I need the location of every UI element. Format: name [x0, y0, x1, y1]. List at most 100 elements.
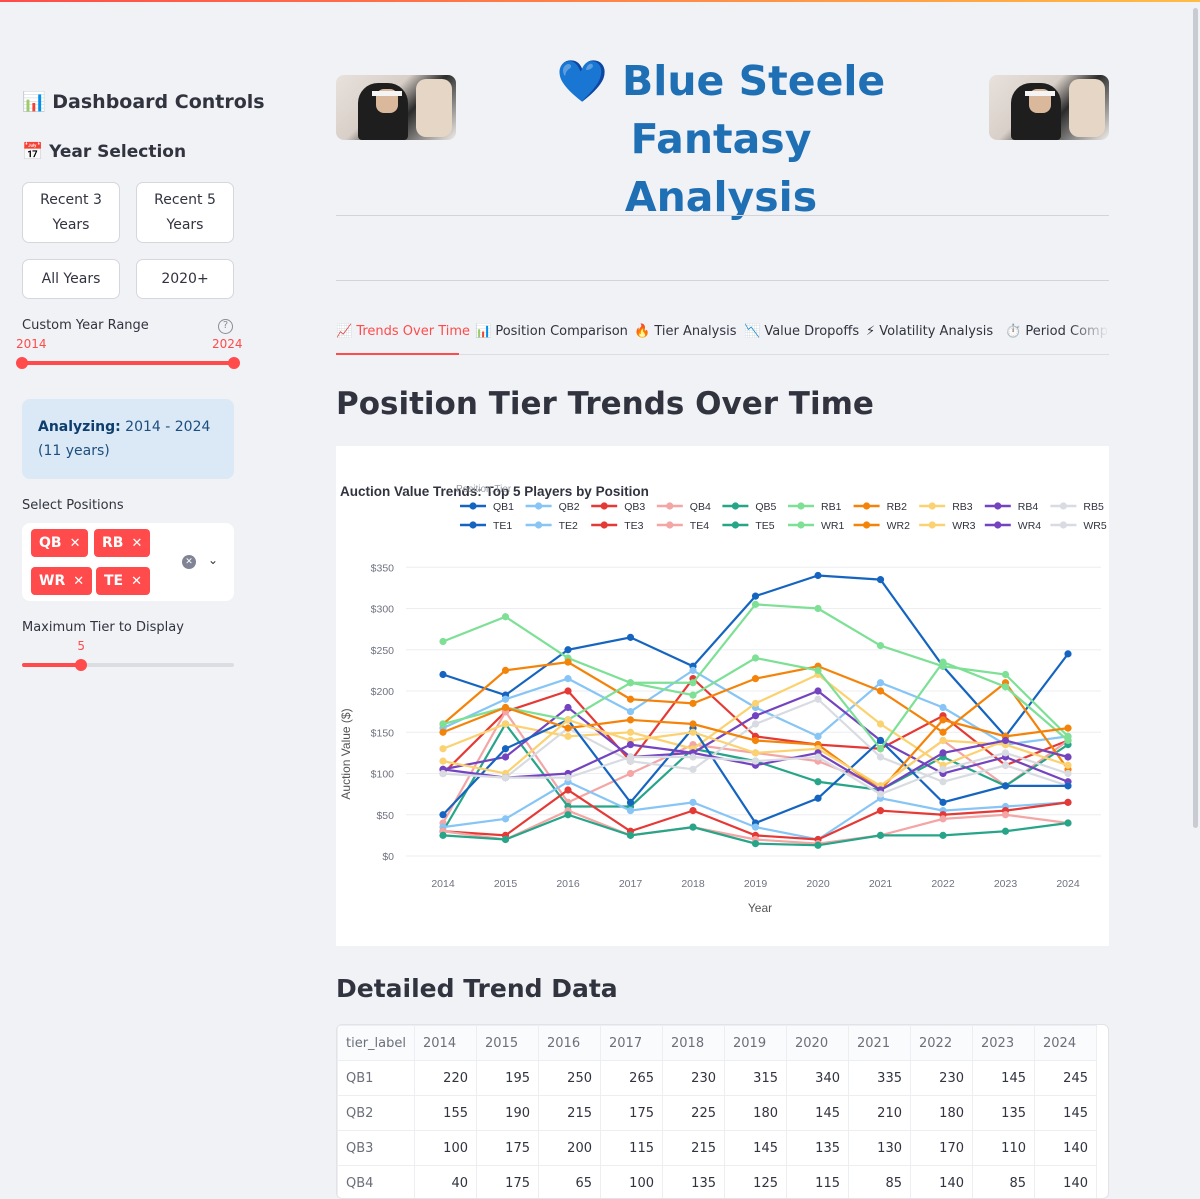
data-point[interactable]: [814, 841, 822, 849]
data-point[interactable]: [1001, 749, 1010, 757]
table-column-header[interactable]: 2021: [848, 1025, 911, 1061]
data-point[interactable]: [751, 823, 760, 831]
series-rb3[interactable]: [439, 670, 1072, 769]
data-point[interactable]: [1001, 782, 1010, 790]
help-icon[interactable]: ?: [218, 319, 233, 334]
range-max-handle[interactable]: [228, 357, 240, 369]
table-column-header[interactable]: 2019: [724, 1025, 787, 1061]
data-point[interactable]: [626, 769, 635, 778]
data-point[interactable]: [626, 708, 635, 716]
data-point[interactable]: [564, 646, 572, 654]
table-column-header[interactable]: 2024: [1034, 1025, 1097, 1061]
data-point[interactable]: [689, 728, 697, 736]
data-point[interactable]: [876, 576, 885, 584]
data-point[interactable]: [751, 840, 760, 848]
data-point[interactable]: [564, 716, 572, 724]
data-point[interactable]: [814, 687, 822, 695]
data-point[interactable]: [439, 720, 447, 728]
series-wr2[interactable]: [439, 703, 1072, 794]
legend-item-rb4[interactable]: RB4: [984, 501, 1039, 513]
legend-item-rb3[interactable]: RB3: [919, 501, 973, 513]
data-point[interactable]: [1064, 650, 1072, 658]
data-point[interactable]: [876, 790, 885, 798]
data-point[interactable]: [939, 815, 947, 823]
legend-item-rb2[interactable]: RB2: [853, 501, 908, 513]
table-column-header[interactable]: 2018: [662, 1025, 725, 1061]
trend-chart[interactable]: Auction Value Trends: Top 5 Players by P…: [336, 446, 1109, 946]
data-point[interactable]: [814, 778, 822, 786]
data-point[interactable]: [814, 571, 822, 580]
data-point[interactable]: [1001, 827, 1010, 835]
recent-3-years-button[interactable]: Recent 3 Years: [22, 182, 120, 243]
page-scrollbar[interactable]: [1193, 8, 1198, 828]
data-point[interactable]: [751, 600, 760, 608]
data-point[interactable]: [564, 675, 572, 683]
data-point[interactable]: [564, 786, 572, 794]
positions-multiselect[interactable]: QB ✕ RB ✕ WR ✕ TE ✕ ✕ ⌄: [22, 523, 234, 601]
data-point[interactable]: [439, 670, 447, 679]
data-point[interactable]: [439, 745, 447, 753]
legend-item-te4[interactable]: TE4: [656, 520, 709, 532]
table-column-header[interactable]: 2014: [414, 1025, 477, 1061]
data-point[interactable]: [751, 720, 760, 728]
data-point[interactable]: [1001, 683, 1010, 691]
data-point[interactable]: [564, 658, 572, 666]
data-point[interactable]: [1001, 670, 1010, 679]
data-point[interactable]: [939, 728, 947, 736]
table-column-header[interactable]: 2015: [476, 1025, 539, 1061]
trend-data-table[interactable]: tier_label 2014 2015 2016 2017 2018 2019 2020 20…: [336, 1024, 1109, 1199]
data-point[interactable]: [1064, 819, 1072, 827]
year-range-track[interactable]: [22, 361, 234, 365]
data-point[interactable]: [501, 666, 510, 674]
table-column-header[interactable]: 2017: [600, 1025, 663, 1061]
data-point[interactable]: [1064, 724, 1072, 732]
data-point[interactable]: [439, 811, 447, 819]
legend-item-wr1[interactable]: WR1: [788, 520, 844, 532]
data-point[interactable]: [751, 749, 760, 757]
max-tier-handle[interactable]: [75, 659, 88, 671]
data-point[interactable]: [501, 753, 510, 761]
data-point[interactable]: [626, 716, 635, 724]
data-point[interactable]: [564, 811, 572, 819]
legend-item-qb4[interactable]: QB4: [656, 501, 711, 513]
tab-position-comparison[interactable]: 📊 Position Comparison: [475, 324, 628, 339]
data-point[interactable]: [1064, 736, 1072, 745]
legend-item-qb3[interactable]: QB3: [591, 501, 645, 513]
data-point[interactable]: [626, 695, 635, 703]
data-point[interactable]: [1001, 811, 1010, 819]
data-point[interactable]: [876, 753, 885, 761]
table-row[interactable]: QB1 220 195 250 265 230 315 340 335 230 145 245: [337, 1060, 1097, 1096]
legend-item-rb5[interactable]: RB5: [1050, 501, 1104, 513]
data-point[interactable]: [751, 712, 760, 720]
data-point[interactable]: [751, 736, 760, 745]
data-point[interactable]: [501, 720, 510, 728]
data-point[interactable]: [501, 703, 510, 712]
data-point[interactable]: [501, 774, 510, 782]
data-point[interactable]: [626, 728, 635, 736]
data-point[interactable]: [439, 831, 447, 839]
data-point[interactable]: [814, 732, 822, 740]
data-point[interactable]: [939, 736, 947, 745]
legend-item-wr3[interactable]: WR3: [919, 520, 976, 532]
data-point[interactable]: [876, 679, 885, 687]
data-point[interactable]: [501, 613, 510, 621]
data-point[interactable]: [689, 823, 697, 831]
table-row[interactable]: QB2 155 190 215 175 225 180 145 210 180 135 145: [337, 1095, 1097, 1131]
data-point[interactable]: [939, 798, 947, 806]
data-point[interactable]: [751, 654, 760, 662]
data-point[interactable]: [689, 753, 697, 761]
data-point[interactable]: [814, 695, 822, 703]
legend-item-wr2[interactable]: WR2: [853, 520, 910, 532]
data-point[interactable]: [626, 753, 635, 761]
tab-trends-over-time[interactable]: 📈 Trends Over Time: [336, 324, 471, 339]
data-point[interactable]: [564, 703, 572, 712]
data-point[interactable]: [939, 658, 947, 666]
data-point[interactable]: [564, 724, 572, 732]
all-years-button[interactable]: All Years: [22, 259, 120, 299]
data-point[interactable]: [564, 774, 572, 782]
table-column-header[interactable]: 2022: [910, 1025, 973, 1061]
legend-item-wr5[interactable]: WR5: [1050, 520, 1107, 532]
data-point[interactable]: [564, 732, 572, 740]
series-te1[interactable]: [439, 716, 1072, 827]
tab-value-dropoffs[interactable]: 📉 Value Dropoffs: [744, 324, 860, 339]
